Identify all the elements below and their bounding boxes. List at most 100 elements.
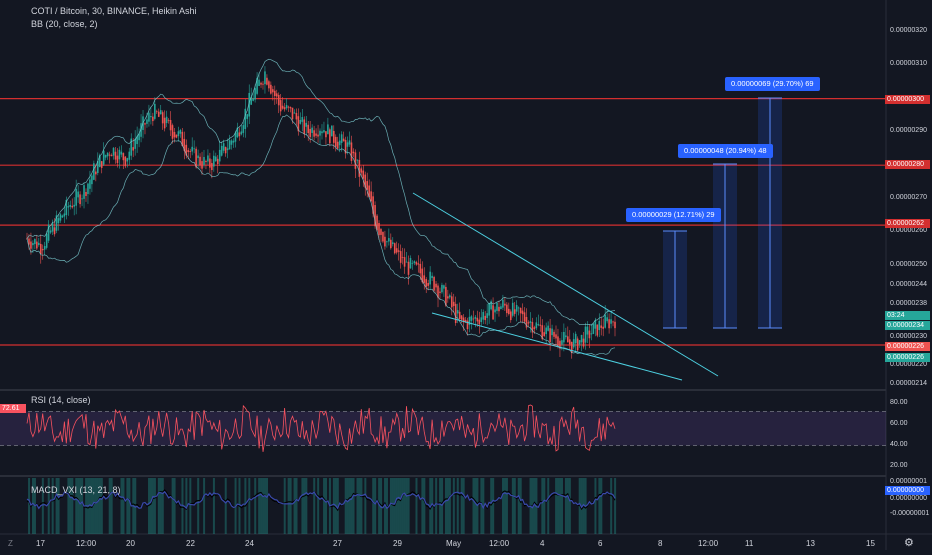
candle-body — [331, 125, 333, 137]
price-tick: 0.00000230 — [890, 333, 927, 340]
candle-body — [96, 161, 99, 173]
candle-body — [555, 334, 557, 339]
macd-histogram-bar — [350, 478, 353, 534]
price-tick: 0.00000238 — [890, 300, 927, 307]
candle-body — [185, 144, 188, 156]
candle-body — [293, 112, 296, 114]
candle-body — [154, 103, 156, 119]
candle-body — [450, 296, 453, 308]
candle-body — [570, 341, 573, 353]
macd-histogram-bar — [134, 478, 137, 534]
candle-body — [484, 315, 487, 321]
time-label: 12:00 — [489, 539, 510, 548]
candle-body — [323, 130, 325, 133]
candle-body — [612, 321, 614, 323]
bb-indicator-label[interactable]: BB (20, close, 2) — [31, 19, 98, 29]
macd-histogram-bar — [153, 478, 156, 534]
candle-body — [118, 149, 121, 160]
macd-histogram-bar — [405, 478, 408, 534]
macd-histogram-bar — [301, 478, 304, 534]
rsi-indicator-label[interactable]: RSI (14, close) — [31, 395, 91, 405]
candle-body — [338, 140, 341, 146]
macd-histogram-bar — [448, 478, 451, 534]
macd-histogram-bar — [283, 478, 286, 534]
candle-body — [486, 313, 488, 318]
macd-histogram-bar — [517, 478, 520, 534]
candle-body — [610, 319, 612, 324]
macd-histogram-bar — [564, 478, 567, 534]
macd-histogram-bar — [397, 478, 400, 534]
candle-body — [468, 316, 471, 325]
macd-histogram-bar — [474, 478, 477, 534]
time-label: 29 — [393, 539, 402, 548]
candle-body — [476, 317, 479, 322]
macd-histogram-bar — [399, 478, 402, 534]
candle-body — [511, 302, 514, 316]
candle-body — [287, 106, 290, 108]
candle-body — [234, 132, 237, 142]
candle-body — [429, 271, 431, 285]
macd-histogram-bar — [452, 478, 455, 534]
candle-body — [138, 133, 140, 141]
candle-body — [525, 316, 528, 328]
bb-lower-band — [26, 114, 616, 356]
macd-histogram-bar — [293, 478, 296, 534]
candle-body — [541, 325, 544, 340]
candle-body — [565, 335, 567, 338]
candle-body — [189, 151, 192, 152]
macd-histogram-bar — [57, 478, 60, 534]
macd-indicator-label[interactable]: MACD_VXI (13, 21, 8) — [31, 485, 121, 495]
time-label: 15 — [866, 539, 875, 548]
candle-body — [95, 171, 97, 175]
candle-body — [183, 138, 186, 151]
candle-body — [98, 155, 101, 167]
candle-body — [266, 77, 268, 85]
candle-body — [110, 155, 113, 157]
candle-body — [205, 160, 207, 163]
macd-histogram-bar — [380, 478, 383, 534]
candle-body — [393, 243, 396, 254]
candle-body — [378, 222, 380, 236]
macd-histogram-bar — [110, 478, 113, 534]
z-icon[interactable]: Z — [8, 539, 13, 548]
candle-body — [384, 236, 386, 247]
candle-body — [63, 213, 66, 217]
candle-body — [397, 250, 400, 252]
candle-body — [177, 131, 180, 137]
price-tick: 0.00000244 — [890, 281, 927, 288]
macd-histogram-bar — [580, 478, 583, 534]
macd-histogram-bar — [407, 478, 410, 534]
candle-body — [368, 185, 370, 198]
candle-body — [161, 112, 164, 124]
candle-body — [332, 130, 335, 143]
rsi-line — [26, 404, 616, 452]
candle-body — [370, 191, 372, 202]
target-box-2[interactable]: 0.00000048 (20.94%) 48 — [678, 144, 773, 158]
target-box-1[interactable]: 0.00000029 (12.71%) 29 — [626, 208, 721, 222]
candle-body — [69, 204, 72, 207]
macd-histogram-bar — [295, 478, 298, 534]
macd-histogram-bar — [151, 478, 154, 534]
candle-body — [413, 261, 416, 264]
candle-body — [171, 125, 174, 139]
candle-body — [391, 242, 394, 244]
candle-body — [454, 303, 457, 324]
settings-gear-icon[interactable]: ⚙ — [904, 537, 914, 549]
macd-histogram-bar — [89, 478, 92, 534]
macd-histogram-bar — [348, 478, 351, 534]
last-price-tag: 0.00000234 — [885, 321, 930, 330]
candle-body — [71, 205, 74, 208]
macd-histogram-bar — [559, 478, 562, 534]
candle-body — [344, 140, 347, 154]
candle-body — [32, 243, 34, 246]
candle-body — [464, 319, 467, 322]
candle-body — [83, 185, 85, 199]
candle-body — [419, 263, 422, 274]
candle-body — [152, 116, 154, 122]
candle-body — [340, 134, 343, 143]
target-box-3[interactable]: 0.00000069 (29.70%) 69 — [725, 77, 820, 91]
time-label: 27 — [333, 539, 342, 548]
candle-body — [132, 147, 134, 151]
